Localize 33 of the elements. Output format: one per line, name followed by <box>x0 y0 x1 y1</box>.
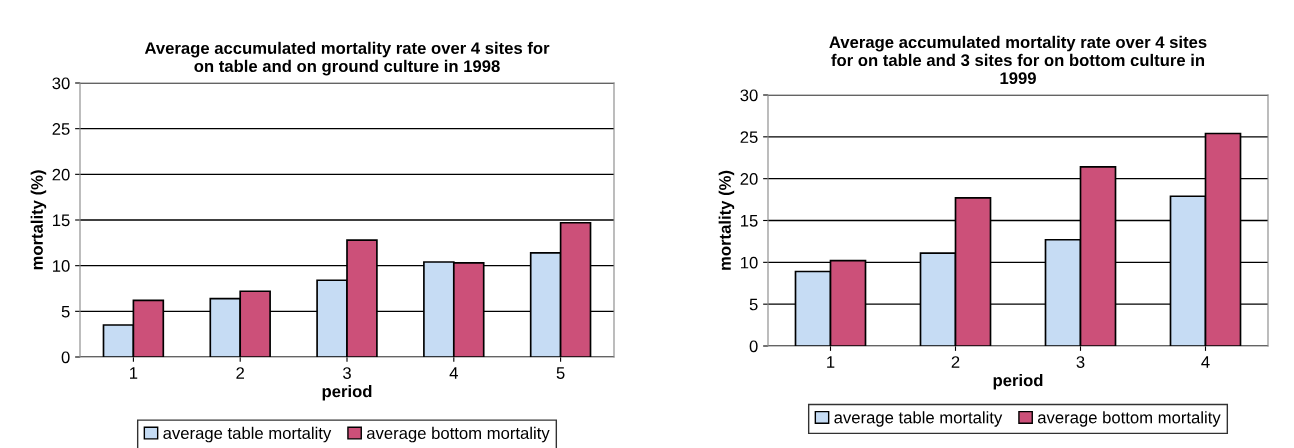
y-tick-label: 10 <box>53 260 70 272</box>
y-tick-label: 0 <box>61 351 70 364</box>
x-axis-title: period <box>322 385 372 401</box>
x-tick-label: 4 <box>1201 356 1210 368</box>
x-tick-label: 1 <box>827 356 835 368</box>
y-tick-label: 20 <box>52 168 70 181</box>
legend-label: average bottom mortality <box>1037 411 1221 427</box>
y-tick-label: 30 <box>52 77 70 90</box>
y-tick-label: 25 <box>740 131 758 144</box>
legend-label: average bottom mortality <box>366 426 550 443</box>
chart-title: Average accumulated mortality rate over 4 sites for on table and on ground culture in 1998 <box>144 41 550 76</box>
x-tick-label: 3 <box>343 367 351 379</box>
x-tick-label: 3 <box>1076 356 1085 368</box>
y-tick-label: 30 <box>740 89 758 102</box>
x-tick-label: 2 <box>236 367 244 379</box>
chart-title: Average accumulated mortality rate over 4 sites for on table and 3 sites for on bottom culture in 1999 <box>829 35 1207 85</box>
x-tick-label: 4 <box>449 367 458 379</box>
y-tick-label: 25 <box>52 123 70 135</box>
y-tick-label: 0 <box>749 340 758 353</box>
x-tick-label: 1 <box>130 367 138 379</box>
y-axis-title: mortality (%) <box>718 170 735 270</box>
y-tick-label: 20 <box>740 173 758 185</box>
y-tick-label: 15 <box>741 215 758 227</box>
x-tick-label: 5 <box>556 367 565 379</box>
x-axis-title: period <box>993 374 1043 390</box>
y-tick-label: 5 <box>61 305 70 318</box>
y-tick-label: 10 <box>741 256 758 269</box>
legend-label: average table mortality <box>834 411 1003 427</box>
y-tick-label: 15 <box>53 214 70 227</box>
y-tick-label: 5 <box>749 298 758 311</box>
x-tick-label: 2 <box>951 356 960 368</box>
legend-label: average table mortality <box>163 426 332 443</box>
y-axis-title: mortality (%) <box>30 170 47 270</box>
